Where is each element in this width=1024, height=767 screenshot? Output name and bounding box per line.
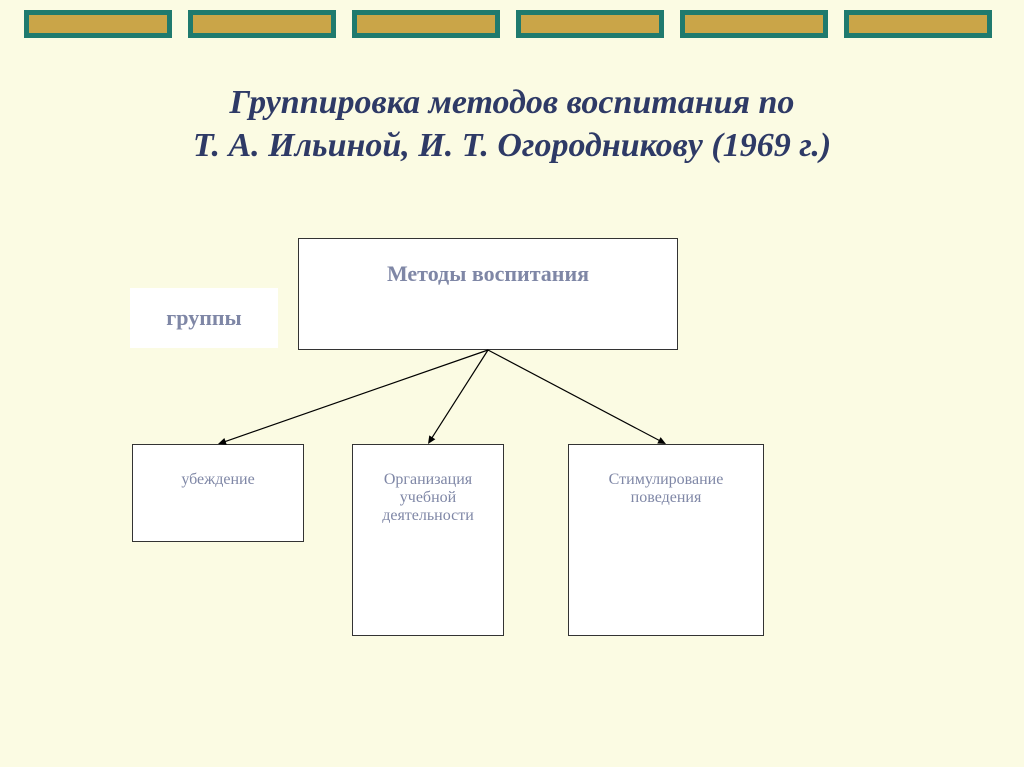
decor-bar-inner (849, 15, 987, 33)
decor-bar (24, 10, 172, 38)
groups-box-label: группы (130, 305, 278, 331)
decor-bar (844, 10, 992, 38)
decor-bar-inner (521, 15, 659, 33)
groups-box: группы (130, 288, 278, 348)
leaf-box-3: Стимулирование поведения (568, 444, 764, 636)
leaf-box-2-label: Организация учебной деятельности (372, 471, 484, 525)
decor-bar (188, 10, 336, 38)
slide-title: Группировка методов воспитания поТ. А. И… (80, 82, 944, 167)
leaf-box-3-label: Стимулирование поведения (591, 471, 741, 507)
title-line: Т. А. Ильиной, И. Т. Огородникову (1969 … (80, 125, 944, 168)
leaf-box-2: Организация учебной деятельности (352, 444, 504, 636)
decor-bar-inner (357, 15, 495, 33)
decor-bar-inner (29, 15, 167, 33)
decor-bar (680, 10, 828, 38)
leaf-box-1-label: убеждение (133, 471, 303, 489)
root-box: Методы воспитания (298, 238, 678, 350)
decor-bar (516, 10, 664, 38)
root-box-label: Методы воспитания (299, 261, 677, 287)
decor-bar-inner (193, 15, 331, 33)
slide: Группировка методов воспитания поТ. А. И… (0, 0, 1024, 767)
decor-bar (352, 10, 500, 38)
title-line: Группировка методов воспитания по (80, 82, 944, 125)
decor-bar-inner (685, 15, 823, 33)
leaf-box-1: убеждение (132, 444, 304, 542)
